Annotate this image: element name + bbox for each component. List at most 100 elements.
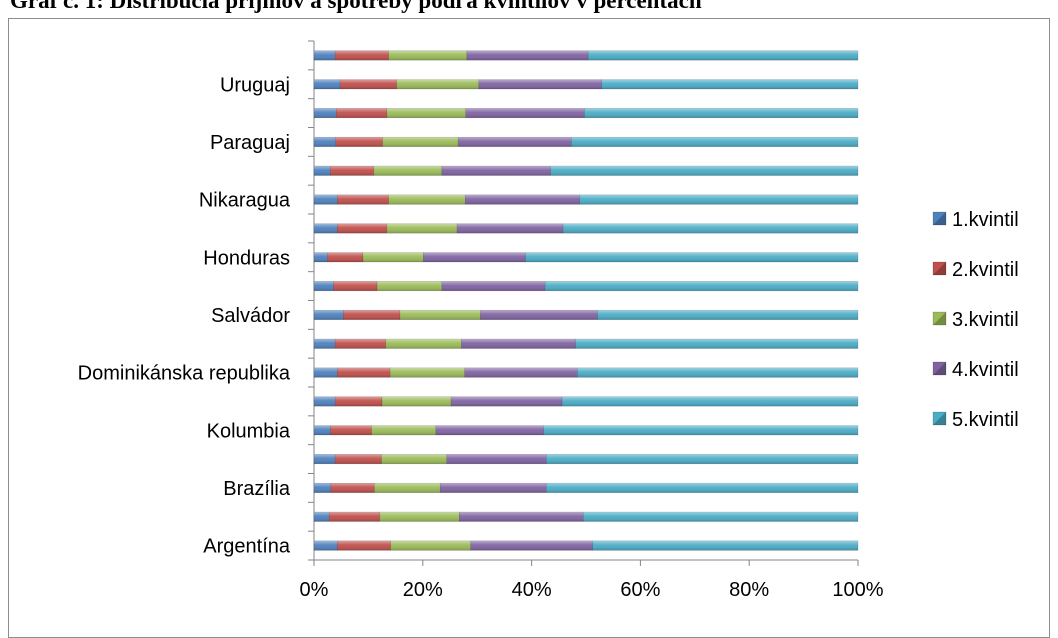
bar-segment-shade <box>330 425 372 435</box>
bar-segment-shade <box>575 339 858 349</box>
bar-segment-shade <box>337 223 387 234</box>
bar-segment-shade <box>465 194 580 205</box>
legend-swatch <box>932 411 947 426</box>
legend-label: 3.kvintil <box>952 309 1019 331</box>
legend-swatch-shade <box>933 262 946 275</box>
bar-segment-shade <box>461 339 576 349</box>
bar-segment-shade <box>435 425 544 435</box>
bar-segment-shade <box>543 425 858 435</box>
x-tick-label: 80% <box>729 579 769 601</box>
chart-title: Graf č. 1: Distribúcia príjmov a spotreb… <box>10 0 702 13</box>
bar-segment-shade <box>377 281 442 291</box>
bar-segment-shade <box>579 194 858 205</box>
bar-segment-shade <box>588 50 858 61</box>
bar-segment-shade <box>314 540 338 551</box>
legend-swatch-shade <box>933 312 946 325</box>
bar-segment-shade <box>459 512 584 522</box>
bar-segment-shade <box>458 137 572 147</box>
bar-segment-shade <box>314 79 341 89</box>
bar-segment-shade <box>314 108 337 118</box>
legend-swatch <box>932 211 947 226</box>
bar-segment-shade <box>362 252 424 262</box>
bar-segment-shade <box>563 223 858 234</box>
bar-segment-shade <box>314 50 336 61</box>
bar-segment-shade <box>388 50 467 61</box>
bar-segment-shade <box>584 108 858 118</box>
bar-segment-shade <box>336 108 387 118</box>
chart-area: Argentína Brazília Kolumbia Dominikánska re… <box>78 40 1019 601</box>
y-tick-label: Kolumbia <box>207 420 291 442</box>
bar-segment-shade <box>464 367 578 378</box>
bar-segment-shade <box>335 396 382 407</box>
bar-segment-shade <box>546 483 858 493</box>
bar-segment-shade <box>583 512 858 522</box>
bar-segment-shade <box>314 454 336 464</box>
legend-swatch-shade <box>933 212 946 225</box>
x-tick-label: 20% <box>403 579 443 601</box>
bar-segment-shade <box>314 339 336 349</box>
bar-segment-shade <box>577 367 858 378</box>
bar-segment-shade <box>446 454 547 464</box>
bar-segment-shade <box>385 339 462 349</box>
bar-segment-shade <box>478 79 602 89</box>
y-tick-label: Argentína <box>203 536 291 558</box>
bar-segment-shade <box>545 281 858 291</box>
bar-segment-shade <box>314 252 328 262</box>
bar-segment-shade <box>373 166 442 176</box>
bar-segment-shade <box>335 50 389 61</box>
legend: 1.kvintil 2.kvintil 3.kvintil 4.kvintil 5.kv… <box>932 209 1019 431</box>
bar-segment-shade <box>340 79 397 89</box>
bar-segment-shade <box>337 194 389 205</box>
bar-segment-shade <box>371 425 436 435</box>
bar-segment-shade <box>314 310 344 320</box>
bar-segment-shade <box>480 310 598 320</box>
bar-segment-shade <box>470 540 593 551</box>
bar-segment-shade <box>601 79 858 89</box>
bar-segment-shade <box>314 367 338 378</box>
bar-segment-shade <box>525 252 858 262</box>
bar-segment-shade <box>381 454 447 464</box>
bar-segment-shade <box>466 50 589 61</box>
y-tick-label: Paraguaj <box>210 132 290 154</box>
bar-segment-shade <box>390 367 465 378</box>
bar-segment-shade <box>314 166 331 176</box>
bar-segment-shade <box>597 310 858 320</box>
bar-segment-shade <box>379 512 460 522</box>
bar-segment-shade <box>314 483 331 493</box>
bar-segment-shade <box>374 483 441 493</box>
bar-segment-shade <box>441 281 546 291</box>
bar-segment-shade <box>546 454 858 464</box>
bar-segment-shade <box>330 166 374 176</box>
legend-swatch <box>932 261 947 276</box>
bar-segment-shade <box>314 137 336 147</box>
y-tick-label: Salvádor <box>211 305 290 327</box>
bar-segment-shade <box>562 396 858 407</box>
bar-segment-shade <box>329 512 380 522</box>
legend-label: 2.kvintil <box>952 259 1019 281</box>
legend-swatch <box>932 361 947 376</box>
legend-label: 1.kvintil <box>952 209 1019 231</box>
bar-segment-shade <box>382 137 459 147</box>
bar-segment-shade <box>314 194 338 205</box>
bar-segment-shade <box>440 483 547 493</box>
x-tick-label: 100% <box>832 579 883 601</box>
y-tick-label: Honduras <box>203 247 290 269</box>
bar-segment-shade <box>314 396 336 407</box>
legend-swatch-shade <box>933 412 946 425</box>
bar-segment-shade <box>386 108 466 118</box>
bar-segment-shade <box>550 166 858 176</box>
y-tick-label: Nikaragua <box>199 190 291 212</box>
bar-segment-shade <box>335 137 383 147</box>
x-tick-label: 40% <box>512 579 552 601</box>
bar-segment-shade <box>337 367 391 378</box>
bar-segment-shade <box>330 483 375 493</box>
bar-segment-shade <box>388 194 466 205</box>
y-tick-label: Brazília <box>223 478 291 500</box>
x-tick-label: 60% <box>620 579 660 601</box>
bar-segment-shade <box>327 252 363 262</box>
bar-segment-shade <box>314 223 338 234</box>
bar-segment-shade <box>423 252 526 262</box>
bar-segment-shade <box>314 281 334 291</box>
y-tick-label: Dominikánska republika <box>78 363 291 385</box>
legend-label: 5.kvintil <box>952 409 1019 431</box>
